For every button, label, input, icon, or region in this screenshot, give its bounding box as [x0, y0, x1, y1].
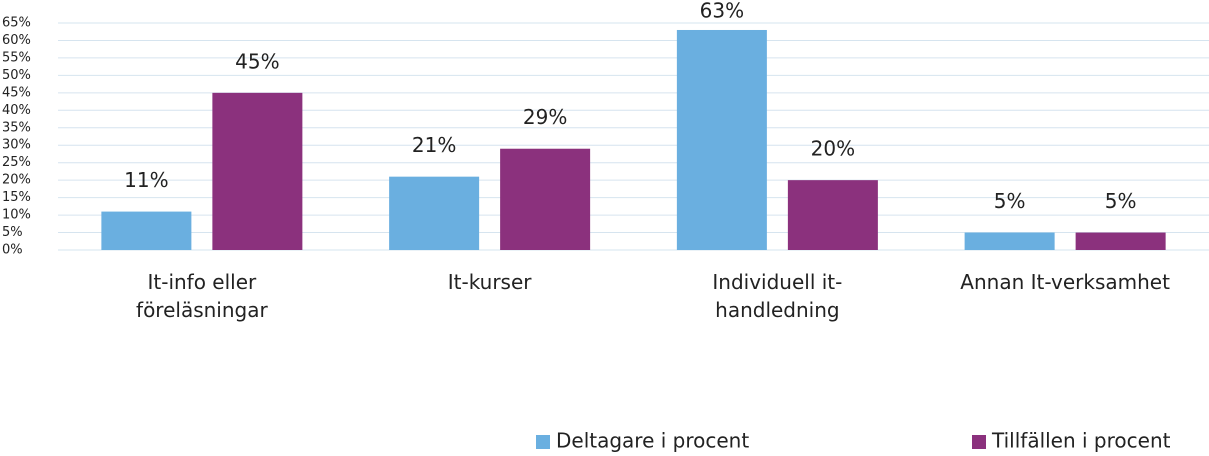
y-tick-label: 60%	[2, 33, 31, 48]
y-tick-label: 30%	[2, 138, 31, 153]
y-tick-label: 45%	[2, 85, 31, 100]
x-tick-label: It-kurser	[447, 270, 532, 294]
data-label: 63%	[700, 0, 744, 23]
data-label: 20%	[811, 137, 855, 161]
legend-swatch	[536, 435, 550, 449]
y-tick-label: 20%	[2, 173, 31, 188]
bar	[676, 29, 767, 250]
bar	[101, 211, 192, 250]
bar	[500, 148, 591, 250]
y-tick-label: 10%	[2, 208, 31, 223]
data-label: 5%	[994, 189, 1026, 213]
y-tick-label: 35%	[2, 120, 31, 135]
y-tick-label: 0%	[2, 243, 23, 258]
data-label: 5%	[1105, 189, 1137, 213]
y-tick-label: 40%	[2, 103, 31, 118]
data-label: 45%	[235, 49, 279, 73]
legend-label: Tillfällen i procent	[991, 429, 1171, 453]
data-label: 11%	[124, 168, 168, 192]
bar	[1075, 232, 1166, 250]
x-tick-label: It-info eller föreläsningar	[136, 270, 268, 322]
legend-label: Deltagare i procent	[556, 429, 749, 453]
y-tick-label: 25%	[2, 155, 31, 170]
x-tick-label: Individuell it-handledning	[712, 270, 843, 322]
y-tick-label: 55%	[2, 50, 31, 65]
bar	[787, 180, 878, 250]
bar	[389, 176, 480, 250]
legend-swatch	[972, 435, 986, 449]
x-tick-label: Annan It-verksamhet	[960, 270, 1170, 294]
y-tick-label: 65%	[2, 16, 31, 31]
bar	[212, 92, 303, 250]
y-tick-label: 5%	[2, 225, 23, 240]
bar	[964, 232, 1055, 250]
data-label: 21%	[412, 133, 456, 157]
y-tick-label: 50%	[2, 68, 31, 83]
y-tick-label: 15%	[2, 190, 31, 205]
data-label: 29%	[523, 105, 567, 129]
